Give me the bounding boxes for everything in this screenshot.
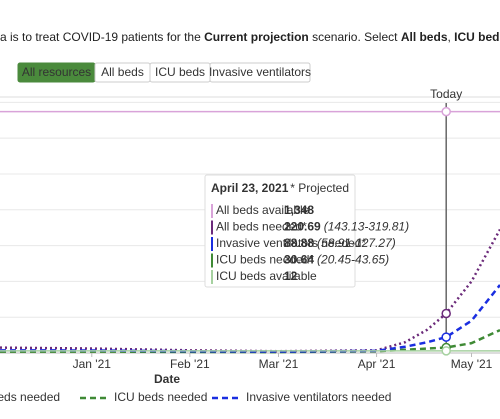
tooltip-row-label: ICU beds available	[216, 269, 317, 283]
x-tick-label: Mar '21	[259, 357, 299, 371]
tooltip-row-label: All beds needed*	[216, 220, 307, 234]
series-line	[0, 284, 500, 353]
x-tick-label: Apr '21	[358, 357, 396, 371]
filter-button-label[interactable]: Invasive ventilators	[209, 65, 311, 79]
filter-button-label[interactable]: All beds	[101, 65, 144, 79]
legend-label: ICU beds needed	[114, 390, 207, 404]
tooltip-date: April 23, 2021	[211, 181, 289, 195]
filter-button[interactable]	[209, 62, 311, 83]
intro-part: ,	[448, 30, 455, 44]
tooltip-interval: (20.45-43.65)	[317, 253, 389, 267]
today-marker	[441, 106, 451, 117]
tooltip-interval: (58.91-127.27)	[317, 236, 396, 250]
today-marker	[441, 332, 451, 342]
tooltip-row-value: 88.88 (58.91-127.27)	[284, 236, 396, 250]
series-line	[0, 228, 500, 353]
tooltip-row-value: 12	[284, 269, 298, 283]
tooltip-value: 1,348	[284, 203, 314, 217]
tooltip-row-value: 1,348	[284, 203, 314, 217]
legend-label: All beds needed	[0, 390, 60, 404]
x-tick-label: May '21	[451, 357, 493, 371]
filter-button-label[interactable]: ICU beds	[155, 65, 205, 79]
intro-text: a is to treat COVID-19 patients for the …	[0, 30, 500, 44]
today-label: Today	[430, 87, 462, 101]
tooltip-value: 220.69	[284, 220, 321, 234]
tooltip-row-label: ICU beds needed*	[216, 253, 314, 267]
tooltip-value: 88.88	[284, 236, 314, 250]
tooltip-row-color	[211, 253, 213, 268]
tooltip-row-label: Invasive ventilators needed*	[216, 236, 366, 250]
tooltip-box	[204, 174, 356, 288]
today-marker	[441, 308, 451, 319]
tooltip-row-value: 220.69 (143.13-319.81)	[284, 220, 409, 234]
tooltip-interval: (143.13-319.81)	[324, 220, 409, 234]
tooltip-row-color	[211, 237, 213, 251]
today-marker	[441, 346, 451, 356]
intro-part: a is to treat COVID-19 patients for the	[0, 30, 204, 44]
x-tick-label: Jan '21	[73, 357, 112, 371]
tooltip-value: 12	[284, 269, 298, 283]
tooltip-row-color	[211, 270, 213, 284]
intro-part: ICU beds	[454, 30, 500, 44]
tooltip-row-color	[211, 220, 213, 235]
intro-part: scenario. Select	[309, 30, 401, 44]
x-axis-label: Date	[154, 372, 180, 386]
intro-part: All beds	[401, 30, 448, 44]
intro-part: Current projection	[204, 30, 309, 44]
legend-label: Invasive ventilators needed	[246, 390, 391, 404]
tooltip-row-color	[211, 204, 213, 218]
filter-button-label[interactable]: All resources	[22, 65, 91, 79]
x-tick-label: Feb '21	[170, 357, 210, 371]
tooltip: April 23, 2021 * Projected All beds availa…	[204, 174, 409, 288]
tooltip-row-label: All beds available	[216, 203, 310, 217]
tooltip-row-value: 30.64 (20.45-43.65)	[284, 253, 389, 267]
tooltip-value: 30.64	[284, 253, 314, 267]
tooltip-note: * Projected	[290, 181, 349, 195]
